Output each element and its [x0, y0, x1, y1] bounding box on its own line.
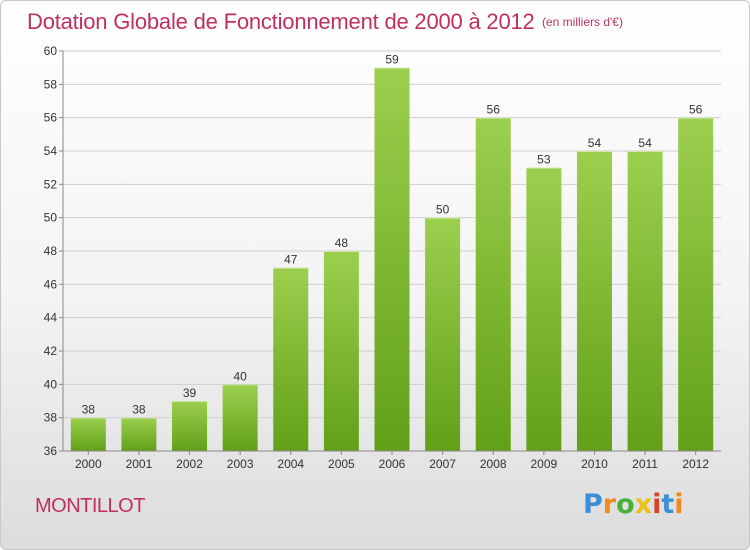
x-tick-label: 2000	[75, 457, 102, 471]
y-tick-label: 48	[44, 244, 58, 258]
x-tick-label: 2009	[530, 457, 557, 471]
data-label: 54	[638, 136, 652, 150]
data-label: 53	[537, 153, 551, 167]
x-tick-label: 2004	[277, 457, 304, 471]
x-tick-label: 2006	[379, 457, 406, 471]
data-label: 38	[82, 403, 96, 417]
y-tick-label: 60	[44, 44, 58, 58]
bar	[323, 251, 359, 451]
commune-name: MONTILLOT	[35, 495, 145, 517]
data-label: 50	[436, 203, 450, 217]
bar	[678, 117, 714, 452]
chart-unit: (en milliers d'€)	[542, 15, 623, 29]
y-tick-label: 50	[44, 211, 58, 225]
data-label: 48	[335, 236, 349, 250]
bar	[475, 117, 511, 452]
bar	[627, 151, 663, 451]
data-label: 38	[132, 403, 146, 417]
y-tick-label: 56	[44, 111, 58, 125]
y-tick-label: 54	[44, 144, 58, 158]
bar	[121, 417, 157, 451]
y-tick-label: 40	[44, 377, 58, 391]
x-tick-label: 2010	[581, 457, 608, 471]
y-tick-label: 58	[44, 77, 58, 91]
bar	[172, 401, 208, 451]
data-label: 39	[183, 386, 197, 400]
chart-title: Dotation Globale de Fonctionnement de 20…	[27, 9, 535, 34]
data-label: 47	[284, 253, 298, 267]
x-tick-label: 2001	[126, 457, 153, 471]
bar	[576, 151, 612, 451]
x-tick-label: 2008	[480, 457, 507, 471]
bar	[70, 417, 106, 451]
y-tick-label: 52	[44, 177, 58, 191]
y-tick-label: 38	[44, 411, 58, 425]
data-label: 40	[233, 369, 247, 383]
bar	[526, 167, 562, 451]
x-tick-label: 2007	[429, 457, 456, 471]
y-tick-label: 42	[44, 344, 58, 358]
bar	[425, 217, 461, 451]
x-tick-label: 2003	[227, 457, 254, 471]
x-tick-label: 2012	[682, 457, 709, 471]
data-label: 56	[487, 103, 501, 117]
bar	[374, 67, 410, 452]
x-tick-label: 2011	[632, 457, 658, 471]
data-label: 59	[385, 53, 399, 67]
x-tick-label: 2005	[328, 457, 355, 471]
data-label: 54	[588, 136, 602, 150]
proxiti-logo: Proxiti	[583, 489, 684, 520]
y-tick-label: 44	[44, 311, 58, 325]
y-tick-label: 36	[44, 444, 58, 458]
bar	[222, 384, 258, 451]
data-label: 56	[689, 103, 703, 117]
x-tick-label: 2002	[176, 457, 203, 471]
y-tick-label: 46	[44, 277, 58, 291]
bar	[273, 267, 309, 451]
